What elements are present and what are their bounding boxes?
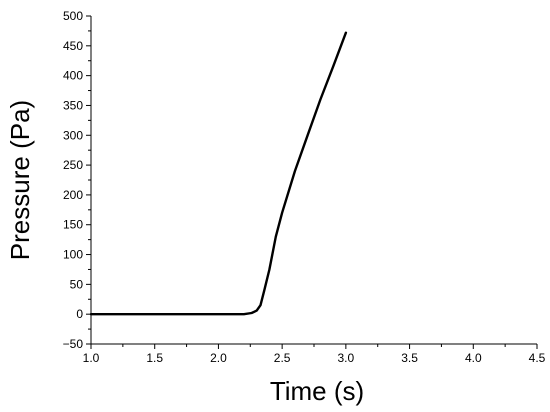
x-tick-label: 1.0 — [83, 351, 100, 365]
x-tick-label: 3.5 — [401, 351, 418, 365]
x-axis-title: Time (s) — [270, 376, 364, 406]
y-tick-label: 250 — [63, 158, 83, 172]
y-tick-label: 0 — [76, 307, 83, 321]
y-tick-label: 150 — [63, 218, 83, 232]
y-tick-label: −50 — [63, 337, 84, 351]
x-tick-label: 2.0 — [210, 351, 227, 365]
x-tick-label: 4.0 — [465, 351, 482, 365]
y-axis-title: Pressure (Pa) — [5, 100, 35, 260]
x-tick-label: 1.5 — [146, 351, 163, 365]
y-tick-label: 450 — [63, 39, 83, 53]
y-tick-label: 200 — [63, 188, 83, 202]
y-tick-label: 100 — [63, 248, 83, 262]
y-tick-label: 50 — [70, 277, 84, 291]
plot-area: 1.0 1.5 2.0 2.5 3.0 3.5 4.0 4.5 −50 0 50 100 150 200 2… — [63, 9, 546, 365]
y-tick-label: 350 — [63, 98, 83, 112]
y-tick-label: 500 — [63, 9, 83, 23]
y-tick-label: 400 — [63, 69, 83, 83]
x-tick-label: 4.5 — [529, 351, 546, 365]
series-line — [89, 31, 348, 316]
x-tick-label: 2.5 — [274, 351, 291, 365]
y-tick-label: 300 — [63, 128, 83, 142]
x-tick-label: 3.0 — [338, 351, 355, 365]
